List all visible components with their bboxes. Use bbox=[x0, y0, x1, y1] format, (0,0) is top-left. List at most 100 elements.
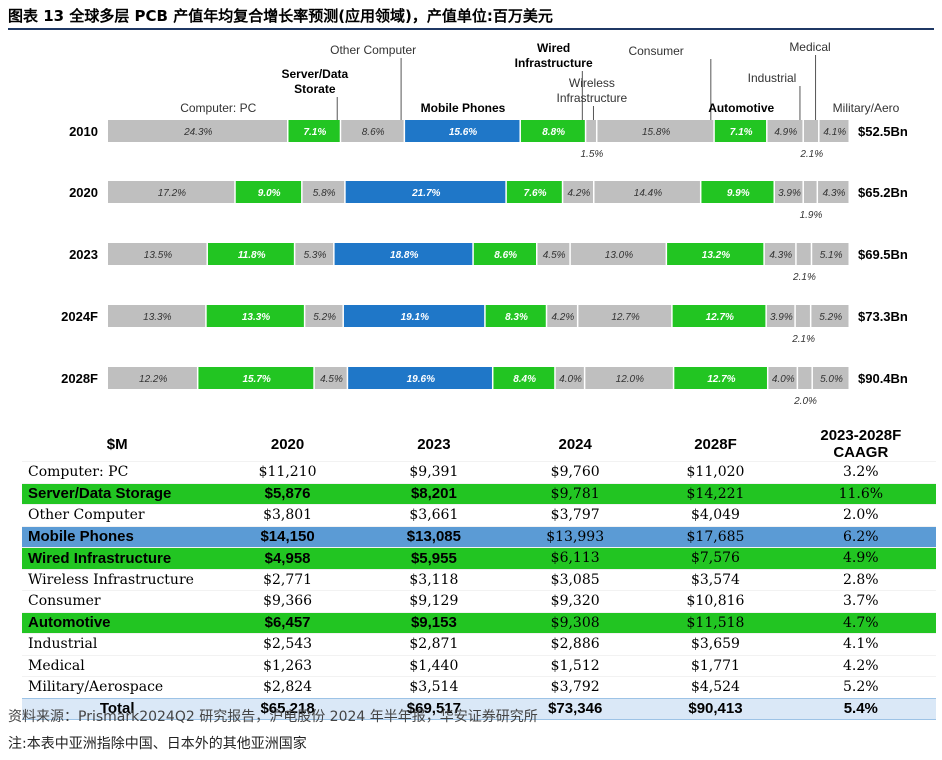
bar-segment bbox=[578, 305, 672, 327]
total-label: $65.2Bn bbox=[858, 185, 908, 200]
data-label: 5.0% bbox=[820, 374, 843, 385]
legend-label: Medical bbox=[789, 40, 830, 54]
data-label: 4.2% bbox=[551, 312, 574, 323]
legend-label-line: Medical bbox=[789, 40, 830, 54]
bar-segment bbox=[586, 120, 596, 142]
total-label: $73.3Bn bbox=[858, 309, 908, 324]
data-label: 12.7% bbox=[707, 374, 735, 385]
cell-value: $6,113 bbox=[505, 547, 646, 569]
bar-segment bbox=[235, 181, 302, 203]
data-label: 12.2% bbox=[139, 374, 167, 385]
data-label: 19.1% bbox=[401, 312, 429, 323]
table-row: Other Computer $3,801 $3,661 $3,797 $4,0… bbox=[22, 504, 936, 526]
cell-value: $3,792 bbox=[505, 676, 646, 698]
bar-segment bbox=[555, 367, 584, 389]
cell-value: $5,876 bbox=[212, 482, 363, 505]
cell-value: $69,517 bbox=[362, 697, 506, 720]
cell-value: $3,574 bbox=[645, 568, 786, 591]
bar-segment bbox=[108, 305, 206, 327]
data-label: 5.2% bbox=[313, 312, 336, 323]
bar-segment bbox=[796, 243, 811, 265]
cell-value: $1,440 bbox=[362, 654, 506, 677]
cell-value: $2,771 bbox=[212, 568, 363, 591]
row-name: Server/Data Storage bbox=[22, 482, 213, 505]
bar-segment bbox=[672, 305, 766, 327]
data-label: 5.8% bbox=[313, 188, 336, 199]
cell-value: $65,218 bbox=[212, 697, 363, 720]
bar-segment bbox=[768, 367, 797, 389]
bar-segment bbox=[108, 367, 197, 389]
legend-label-line: Wired bbox=[537, 41, 570, 55]
bar-segment bbox=[667, 243, 764, 265]
data-label: 12.7% bbox=[706, 312, 734, 323]
cell-value: $3,797 bbox=[505, 504, 646, 526]
cell-value: $17,685 bbox=[645, 525, 786, 548]
data-label: 4.2% bbox=[568, 188, 591, 199]
table-row: Consumer $9,366 $9,129 $9,320 $10,816 3.… bbox=[22, 590, 936, 612]
table-row: Industrial $2,543 $2,871 $2,886 $3,659 4… bbox=[22, 633, 936, 655]
cell-value: 4.7% bbox=[785, 611, 936, 634]
bar-segment bbox=[341, 120, 404, 142]
col-header-metric: $M bbox=[106, 435, 128, 453]
total-label: $69.5Bn bbox=[858, 247, 908, 262]
cell-value: $9,129 bbox=[362, 590, 506, 612]
cell-value: $9,308 bbox=[505, 611, 646, 634]
cell-value: $9,781 bbox=[505, 482, 646, 505]
bar-segment bbox=[766, 305, 795, 327]
bar-segment bbox=[198, 367, 314, 389]
col-header-caagr-text: 2023-2028F CAAGR bbox=[820, 427, 902, 461]
row-name: Medical bbox=[22, 654, 213, 677]
table-row: Medical $1,263 $1,440 $1,512 $1,771 4.2% bbox=[22, 654, 936, 677]
bar-segment bbox=[343, 305, 485, 327]
cell-value: $4,049 bbox=[645, 504, 786, 526]
cell-value: $13,993 bbox=[505, 525, 646, 548]
cell-value: $3,661 bbox=[362, 504, 506, 526]
bar-segment bbox=[207, 243, 294, 265]
bar-segment bbox=[473, 243, 537, 265]
data-label: 2.1% bbox=[792, 272, 816, 283]
data-label: 12.0% bbox=[616, 374, 644, 385]
bar-segment bbox=[795, 305, 810, 327]
data-label: 5.1% bbox=[820, 250, 843, 261]
legend-label-line: Wireless bbox=[569, 76, 615, 90]
cell-value: $14,150 bbox=[212, 525, 363, 548]
data-label: 1.9% bbox=[800, 210, 823, 221]
footnote: 注:本表中亚洲指除中国、日本外的其他亚洲国家 bbox=[8, 736, 307, 752]
category-label: 2010 bbox=[69, 124, 98, 139]
cell-value: $3,659 bbox=[645, 633, 786, 655]
legend-label-line: Server/Data bbox=[281, 67, 348, 81]
chart-bars: 2010 24.3% 7.1% 8.6% 15.6% 8.8% 1.5% 15.8% 7.1% 4… bbox=[61, 120, 908, 407]
cell-value: $9,391 bbox=[362, 461, 506, 483]
legend-label: Mobile Phones bbox=[421, 101, 506, 115]
data-label: 9.9% bbox=[727, 188, 750, 199]
data-label: 5.3% bbox=[304, 250, 327, 261]
cell-value: $9,366 bbox=[212, 590, 363, 612]
data-label: 3.9% bbox=[778, 188, 801, 199]
category-label: 2028F bbox=[61, 371, 98, 386]
data-label: 8.8% bbox=[542, 127, 565, 138]
bar-segment bbox=[597, 120, 714, 142]
cell-value: $2,886 bbox=[505, 633, 646, 655]
data-label: 24.3% bbox=[183, 127, 212, 138]
data-label: 13.0% bbox=[605, 250, 633, 261]
col-header-2023: 2023 bbox=[417, 435, 451, 453]
table-row: Wired Infrastructure $4,958 $5,955 $6,11… bbox=[22, 547, 936, 569]
category-label: 2020 bbox=[69, 185, 98, 200]
data-label: 4.0% bbox=[772, 374, 795, 385]
data-label: 8.6% bbox=[494, 250, 517, 261]
total-label: $90.4Bn bbox=[858, 371, 908, 386]
stacked-bar-chart: Computer: PC Server/Data Storate Other Comp… bbox=[61, 40, 908, 407]
bar-segment bbox=[812, 367, 849, 389]
data-label: 4.3% bbox=[823, 188, 846, 199]
cell-value: $2,824 bbox=[212, 676, 363, 698]
row-name: Other Computer bbox=[22, 504, 213, 526]
data-label: 15.8% bbox=[642, 127, 670, 138]
legend-label-line: Mobile Phones bbox=[421, 101, 506, 115]
bar-segment bbox=[405, 120, 520, 142]
data-label: 7.1% bbox=[730, 127, 753, 138]
cell-value: 5.4% bbox=[785, 697, 936, 720]
data-label: 7.6% bbox=[524, 188, 547, 199]
cell-value: 2.0% bbox=[785, 504, 936, 526]
category-label: 2024F bbox=[61, 309, 98, 324]
bar-segment bbox=[537, 243, 570, 265]
